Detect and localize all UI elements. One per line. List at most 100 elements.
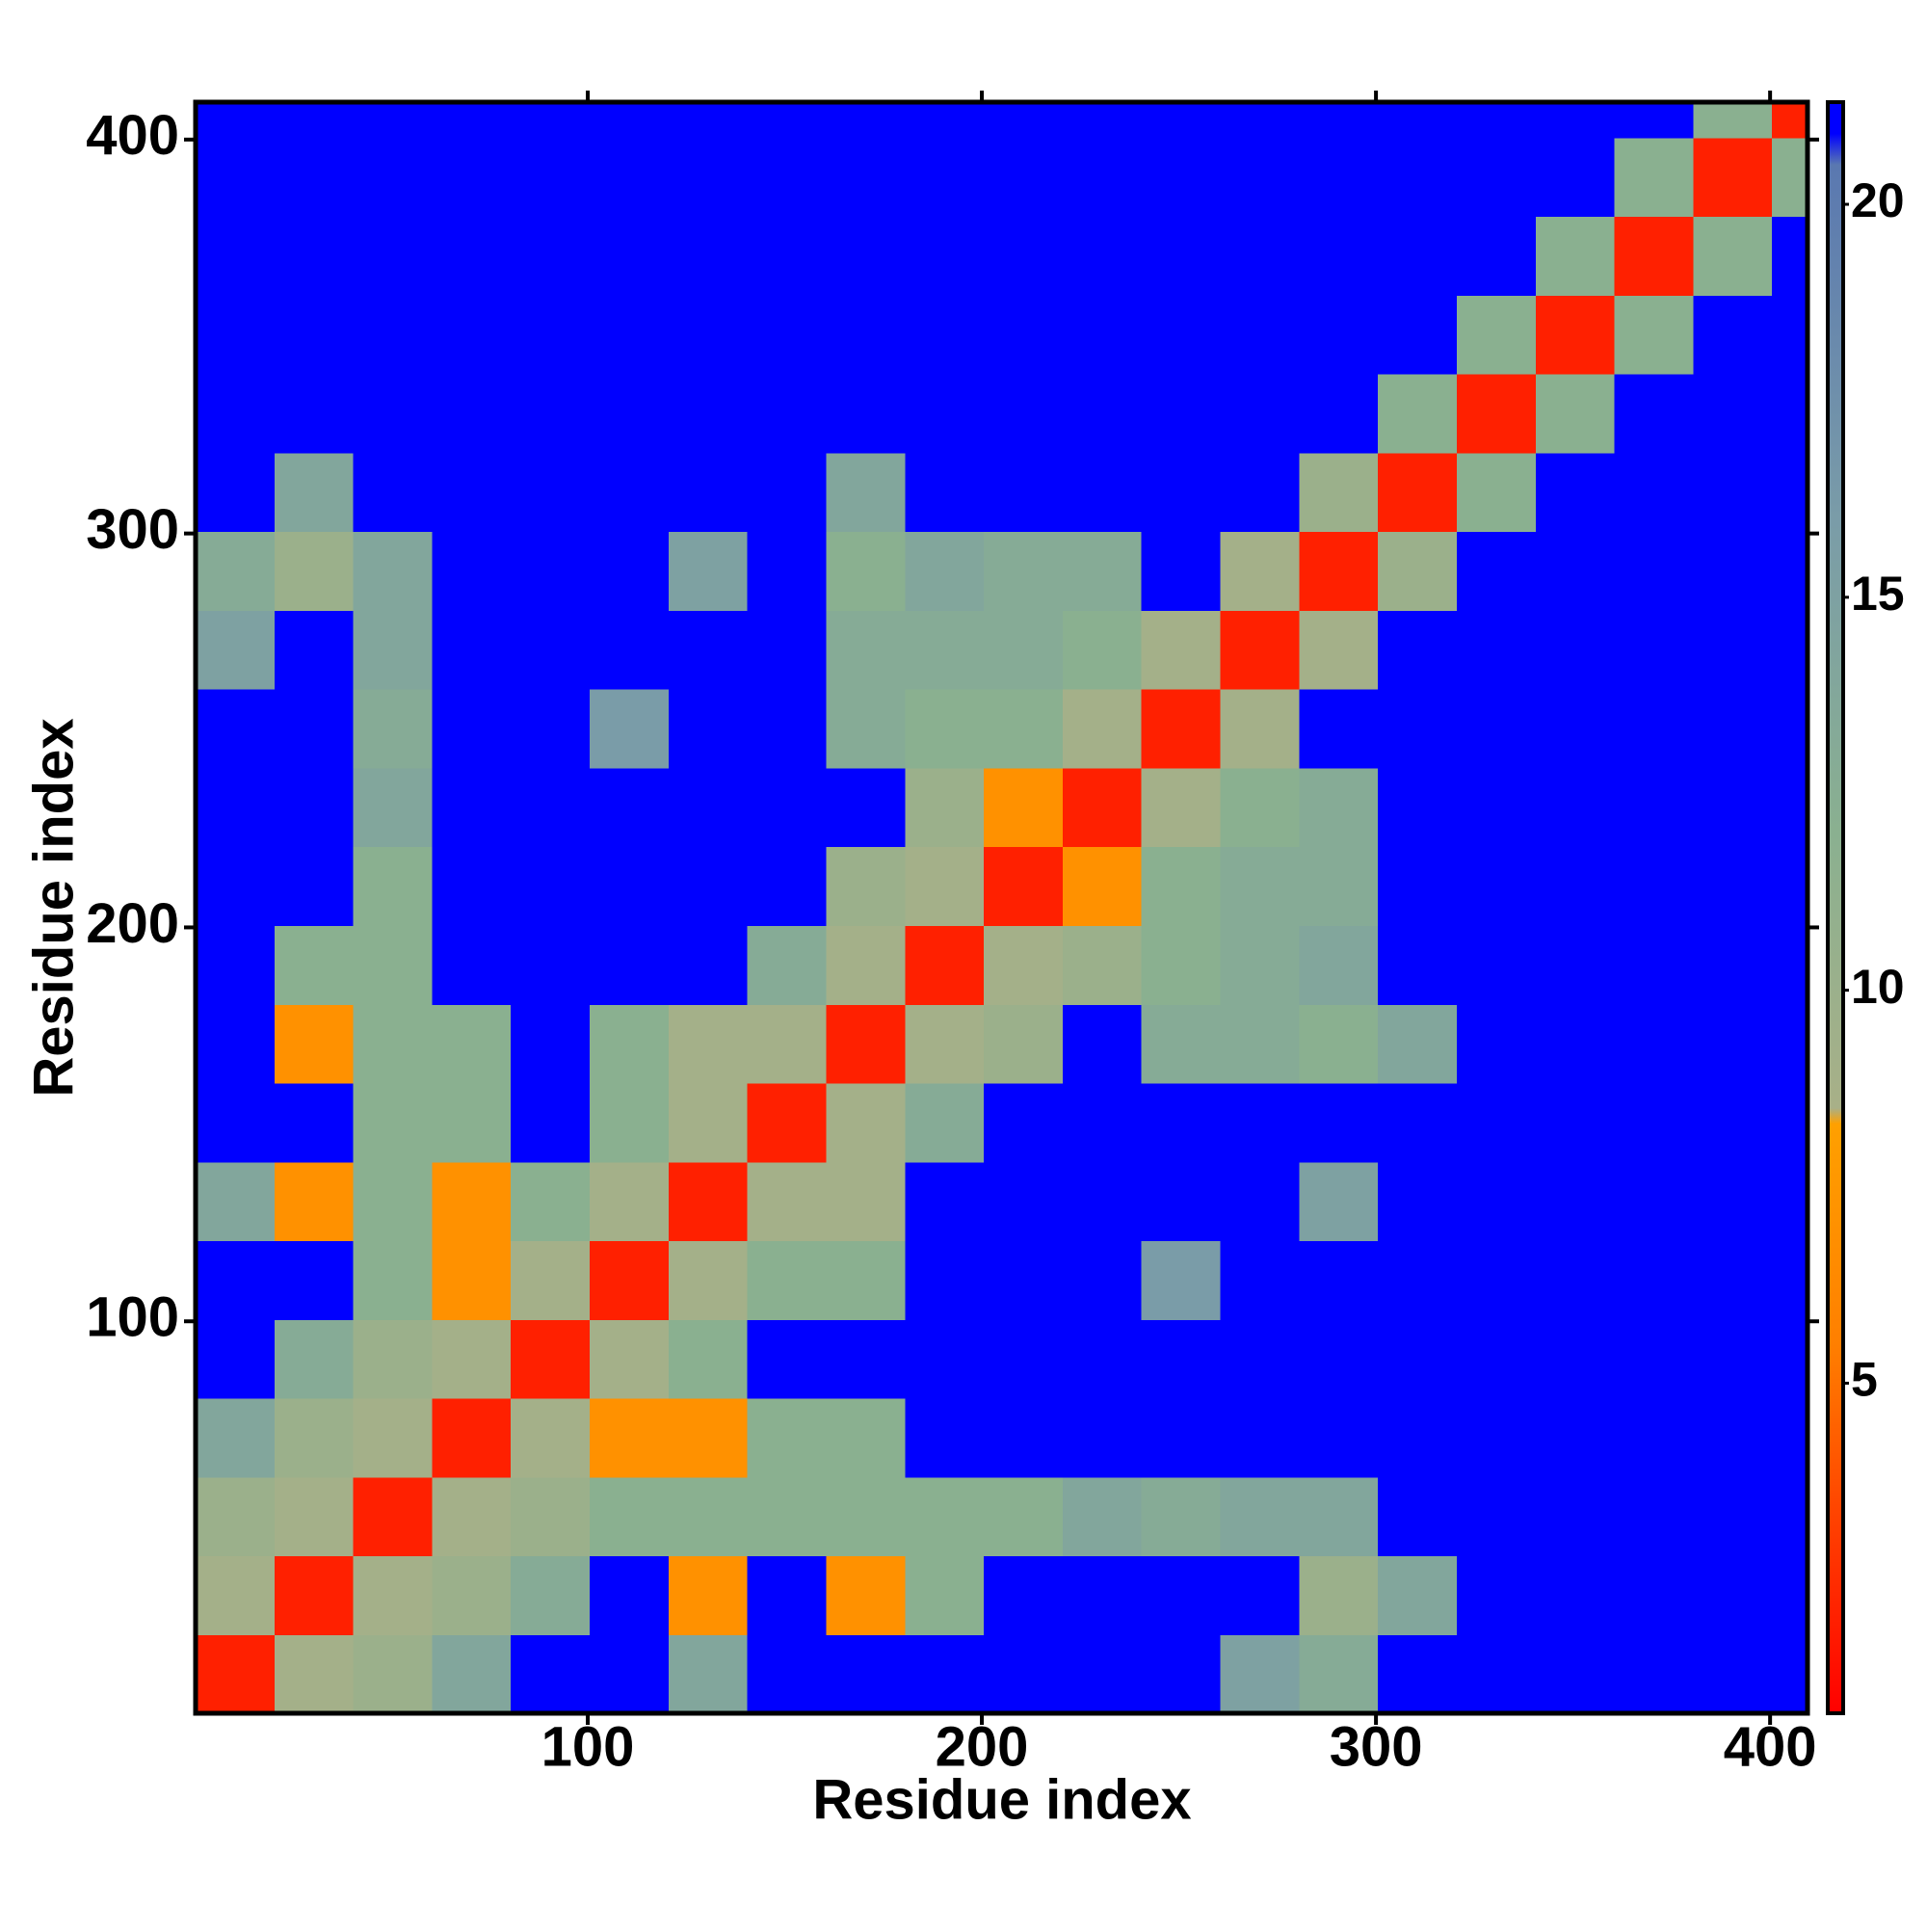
heatmap-cell	[353, 137, 434, 218]
heatmap-cell	[590, 1476, 670, 1557]
heatmap-cell	[1299, 374, 1379, 454]
heatmap-cell	[747, 1555, 828, 1635]
heatmap-cell	[1535, 1319, 1616, 1399]
heatmap-cell	[432, 689, 512, 769]
heatmap-cell	[1614, 767, 1694, 848]
heatmap-cell	[747, 137, 828, 218]
heatmap-cell	[1299, 846, 1379, 926]
heatmap-cell	[274, 216, 355, 296]
heatmap-cell	[1378, 689, 1458, 769]
heatmap-cell	[196, 767, 276, 848]
heatmap-cell	[1456, 1161, 1537, 1242]
heatmap-cell	[1220, 1240, 1300, 1320]
heatmap-cell	[1299, 1634, 1379, 1714]
heatmap-cell	[984, 689, 1064, 769]
heatmap-cell	[905, 1319, 985, 1399]
heatmap-cell	[1456, 216, 1537, 296]
heatmap-cell	[668, 925, 749, 1005]
heatmap-cell	[1299, 689, 1379, 769]
heatmap-cell	[1772, 137, 1808, 218]
heatmap-cell	[511, 531, 591, 611]
heatmap-cell	[1535, 1240, 1616, 1320]
heatmap-cell	[1220, 846, 1300, 926]
heatmap-cell	[984, 1555, 1064, 1635]
heatmap-cell	[1378, 1476, 1458, 1557]
heatmap-cell	[1378, 610, 1458, 690]
heatmap-cell	[668, 1319, 749, 1399]
heatmap-cell	[1141, 1476, 1222, 1557]
heatmap-cell	[826, 1082, 906, 1163]
heatmap-cell	[511, 767, 591, 848]
heatmap-cell	[1456, 689, 1537, 769]
heatmap-cell	[432, 1082, 512, 1163]
heatmap-cell	[826, 1319, 906, 1399]
heatmap-cell	[353, 1555, 434, 1635]
heatmap-cell	[432, 452, 512, 533]
heatmap-cell	[353, 531, 434, 611]
heatmap-cell	[196, 1161, 276, 1242]
heatmap-cell	[1378, 216, 1458, 296]
heatmap-cell	[984, 1004, 1064, 1084]
heatmap-cell	[1614, 1004, 1694, 1084]
heatmap-cell	[274, 1004, 355, 1084]
heatmap-cell	[1062, 1004, 1143, 1084]
heatmap-cell	[1299, 1082, 1379, 1163]
heatmap-cell	[353, 374, 434, 454]
heatmap-cell	[590, 295, 670, 375]
heatmap-cell	[1378, 102, 1458, 139]
heatmap-cell	[196, 452, 276, 533]
heatmap-cell	[1772, 1082, 1808, 1163]
heatmap-cell	[1456, 767, 1537, 848]
heatmap-cell	[353, 295, 434, 375]
heatmap-cell	[1378, 1397, 1458, 1478]
heatmap-cell	[196, 1634, 276, 1714]
heatmap-cell	[1614, 1476, 1694, 1557]
heatmap-cell	[1535, 846, 1616, 926]
heatmap-cell	[511, 1397, 591, 1478]
colorbar	[1826, 100, 1845, 1715]
heatmap-cell	[432, 531, 512, 611]
y-tick-label: 200	[86, 892, 179, 955]
heatmap-cell	[353, 767, 434, 848]
heatmap-cell	[274, 102, 355, 139]
heatmap-cell	[747, 689, 828, 769]
heatmap-cell	[511, 1555, 591, 1635]
heatmap-cell	[747, 102, 828, 139]
colorbar-tick-label: 20	[1851, 173, 1905, 227]
heatmap-cell	[432, 1319, 512, 1399]
heatmap-cell	[1535, 925, 1616, 1005]
heatmap-cell	[905, 1555, 985, 1635]
heatmap-cell	[668, 1004, 749, 1084]
heatmap-cell	[1456, 1555, 1537, 1635]
heatmap-cell	[196, 1240, 276, 1320]
heatmap-cell	[1141, 689, 1222, 769]
heatmap-cell	[747, 1161, 828, 1242]
heatmap-cell	[1693, 689, 1773, 769]
heatmap-cell	[984, 925, 1064, 1005]
heatmap-cell	[1772, 1397, 1808, 1478]
heatmap-cell	[590, 1319, 670, 1399]
heatmap-cell	[984, 295, 1064, 375]
heatmap-cell	[1062, 1634, 1143, 1714]
y-axis-label: Residue index	[22, 718, 85, 1097]
heatmap-cell	[590, 610, 670, 690]
heatmap-cell	[511, 137, 591, 218]
heatmap-cell	[1299, 295, 1379, 375]
heatmap-cell	[1535, 1555, 1616, 1635]
heatmap-cell	[984, 1161, 1064, 1242]
heatmap-cell	[511, 374, 591, 454]
heatmap-cell	[1378, 1634, 1458, 1714]
heatmap-cell	[826, 1476, 906, 1557]
heatmap-cell	[1693, 1555, 1773, 1635]
heatmap-cell	[826, 1004, 906, 1084]
heatmap-cell	[1062, 531, 1143, 611]
heatmap-cell	[1456, 925, 1537, 1005]
heatmap-cell	[1614, 137, 1694, 218]
x-tick-label: 300	[1330, 1715, 1423, 1778]
heatmap-cell	[1693, 1082, 1773, 1163]
x-tick-label: 400	[1724, 1715, 1817, 1778]
heatmap-cell	[274, 1476, 355, 1557]
heatmap-cell	[826, 137, 906, 218]
heatmap-cell	[1693, 1240, 1773, 1320]
heatmap-cell	[905, 1634, 985, 1714]
